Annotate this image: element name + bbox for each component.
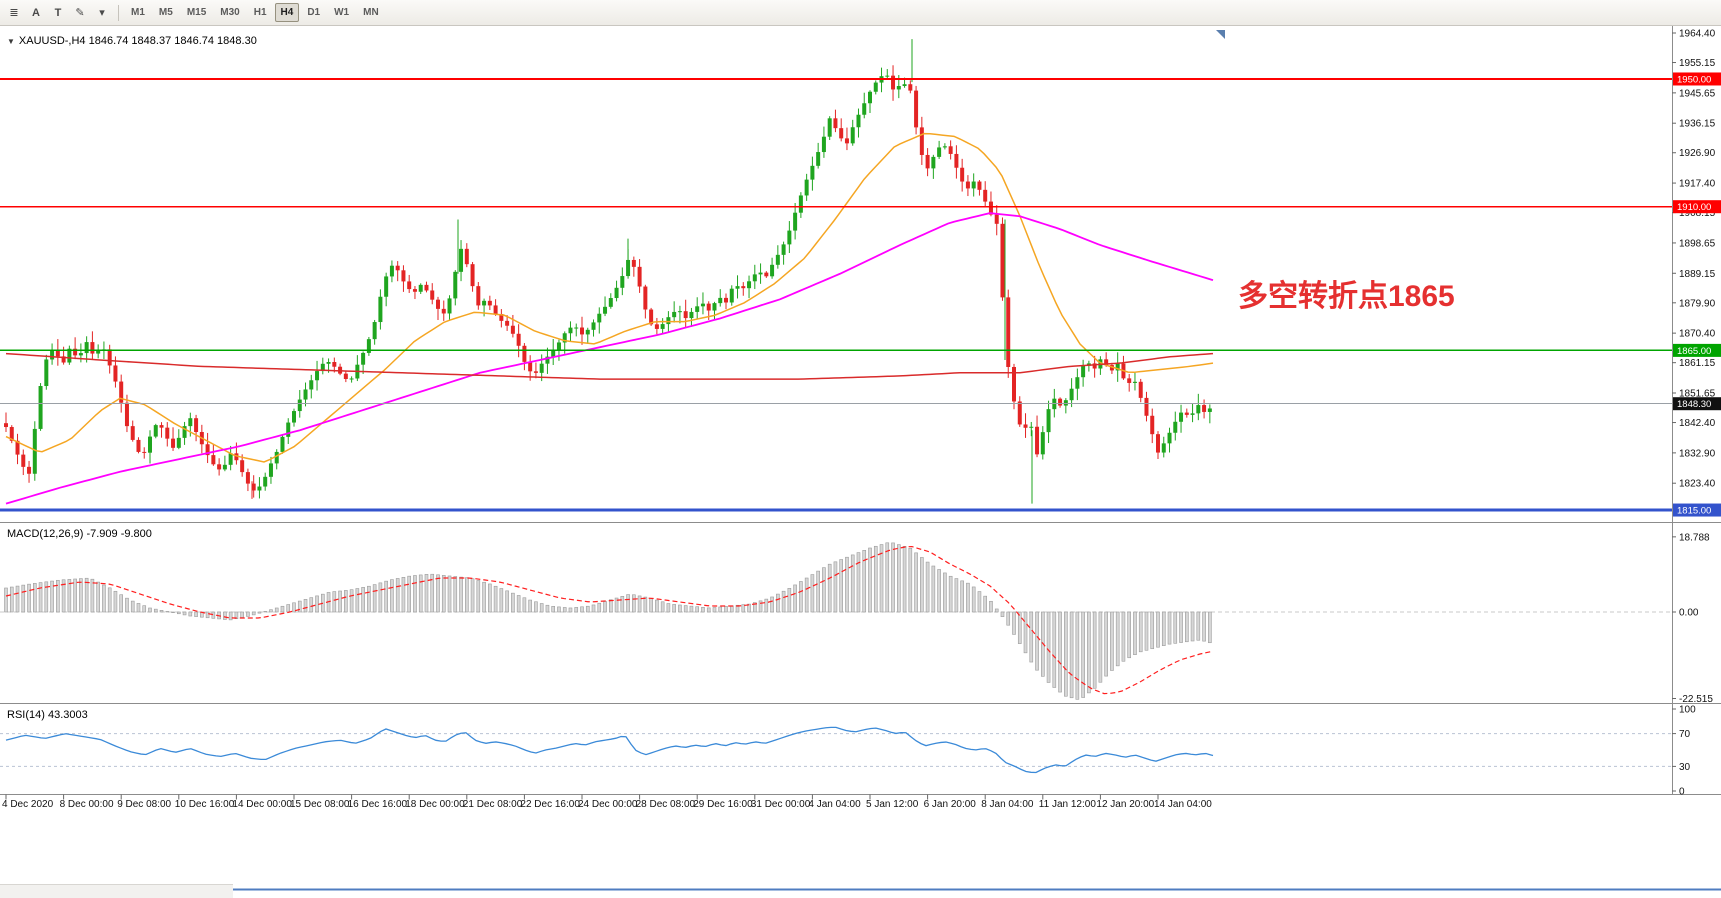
rsi-scale-label: 100 bbox=[1679, 705, 1696, 716]
panel-separators bbox=[0, 522, 1721, 795]
rsi-panel: 100 70 30 0 bbox=[0, 705, 1696, 798]
time-axis-label: 15 Dec 08:00 bbox=[290, 799, 350, 810]
price-axis-label: 1955.15 bbox=[1679, 58, 1716, 69]
timeframe-button-M15[interactable]: M15 bbox=[186, 7, 207, 18]
rsi-scale-label: 30 bbox=[1679, 762, 1691, 773]
time-axis-label: 8 Dec 00:00 bbox=[60, 799, 114, 810]
candles-layer bbox=[4, 65, 1212, 499]
svg-text:1848.30: 1848.30 bbox=[1677, 399, 1711, 410]
timeframe-button-H4[interactable]: H4 bbox=[274, 3, 300, 22]
price-axis-label: 1917.40 bbox=[1679, 179, 1716, 190]
svg-text:1865.00: 1865.00 bbox=[1677, 346, 1711, 357]
time-axis-label: 6 Jan 20:00 bbox=[924, 799, 977, 810]
toolbar-separator bbox=[118, 4, 119, 21]
price-axis-label: 1889.15 bbox=[1679, 269, 1716, 280]
price-tag bbox=[1673, 72, 1721, 86]
time-axis-label: 16 Dec 16:00 bbox=[348, 799, 408, 810]
time-axis-label: 22 Dec 16:00 bbox=[520, 799, 580, 810]
price-axis-label: 1926.90 bbox=[1679, 148, 1716, 159]
text-tool-icon[interactable]: T bbox=[54, 6, 62, 19]
svg-text:1815.00: 1815.00 bbox=[1677, 506, 1711, 517]
time-axis-label: 8 Jan 04:00 bbox=[981, 799, 1034, 810]
time-axis-label: 4 Jan 04:00 bbox=[808, 799, 861, 810]
macd-panel: 18.788 0.00 -22.515 bbox=[0, 532, 1713, 705]
time-axis-label: 14 Jan 04:00 bbox=[1154, 799, 1212, 810]
price-axis-label: 1851.65 bbox=[1679, 389, 1716, 400]
svg-text:1950.00: 1950.00 bbox=[1677, 74, 1711, 85]
timeframe-button-H1[interactable]: H1 bbox=[253, 7, 267, 18]
time-axis-label: 28 Dec 08:00 bbox=[636, 799, 696, 810]
price-axis-label: 1861.15 bbox=[1679, 358, 1716, 369]
level-lines-layer bbox=[0, 78, 1672, 512]
price-axis-label: 1842.40 bbox=[1679, 418, 1716, 429]
wick-spikes-layer bbox=[251, 39, 1033, 504]
time-axis-label: 10 Dec 16:00 bbox=[175, 799, 235, 810]
timeframe-button-D1[interactable]: D1 bbox=[307, 7, 321, 18]
time-axis-label: 24 Dec 00:00 bbox=[578, 799, 638, 810]
price-axis-label: 1870.40 bbox=[1679, 329, 1716, 340]
rsi-scale-label: 70 bbox=[1679, 729, 1691, 740]
timeframe-group: M1 M5 M15 M30 H1 H4 D1 W1 MN bbox=[124, 3, 386, 22]
price-axis-label: 1823.40 bbox=[1679, 479, 1716, 490]
ma-slow-magenta bbox=[5, 212, 1214, 505]
price-axis-label: 1879.90 bbox=[1679, 298, 1716, 309]
price-axis[interactable]: 1964.40 1955.15 1945.65 1936.15 1926.90 1917.… bbox=[1672, 26, 1721, 795]
time-axis-label: 5 Jan 12:00 bbox=[866, 799, 919, 810]
time-axis-label: 11 Jan 12:00 bbox=[1039, 799, 1097, 810]
price-tag bbox=[1673, 200, 1721, 214]
time-axis-label: 29 Dec 16:00 bbox=[693, 799, 753, 810]
toolbar: ≣ A T ✎ ▾ M1 M5 M15 M30 H1 H4 D1 W1 MN bbox=[0, 0, 1721, 26]
price-tag bbox=[1673, 397, 1721, 411]
time-axis[interactable]: 4 Dec 2020 8 Dec 00:00 9 Dec 08:00 10 Dec 1… bbox=[2, 794, 1212, 811]
time-axis-label: 12 Jan 20:00 bbox=[1096, 799, 1154, 810]
timeframe-button-W1[interactable]: W1 bbox=[334, 7, 350, 18]
rsi-indicator-label: RSI(14) 43.3003 bbox=[7, 709, 88, 721]
price-axis-label: 1832.90 bbox=[1679, 448, 1716, 459]
price-axis-label: 1964.40 bbox=[1679, 29, 1716, 40]
time-axis-label: 14 Dec 00:00 bbox=[232, 799, 292, 810]
draw-tools-icon[interactable]: ✎ bbox=[75, 7, 85, 19]
timeframe-button-M5[interactable]: M5 bbox=[158, 7, 173, 18]
ma-fast-orange bbox=[5, 132, 1214, 463]
timeframe-button-M1[interactable]: M1 bbox=[131, 7, 145, 18]
price-axis-label: 1945.65 bbox=[1679, 88, 1716, 99]
time-axis-label: 31 Dec 00:00 bbox=[751, 799, 811, 810]
draw-tools-caret-icon[interactable]: ▾ bbox=[99, 7, 105, 19]
macd-scale-label: 0.00 bbox=[1679, 608, 1699, 619]
bottom-strip bbox=[0, 884, 1721, 898]
price-tag bbox=[1673, 343, 1721, 357]
price-axis-label: 1908.15 bbox=[1679, 208, 1716, 219]
chart-grid-icon[interactable]: ≣ bbox=[9, 7, 19, 19]
price-tag bbox=[1673, 503, 1721, 517]
toolbar-icons: ≣ A T ✎ ▾ bbox=[3, 3, 113, 23]
chart-annotation-text: 多空转折点1865 bbox=[1238, 280, 1455, 313]
macd-indicator-label: MACD(12,26,9) -7.909 -9.800 bbox=[7, 528, 152, 540]
chart-ohlc-readout: ▼ XAUUSD-,H4 1846.74 1848.37 1846.74 1848… bbox=[7, 35, 257, 47]
ma-long-red bbox=[5, 352, 1214, 380]
scroll-to-end-icon[interactable] bbox=[1216, 30, 1225, 39]
chart-title-text: XAUUSD-,H4 1846.74 1848.37 1846.74 1848.… bbox=[18, 35, 257, 47]
timeframe-button-MN[interactable]: MN bbox=[363, 7, 379, 18]
time-axis-label: 4 Dec 2020 bbox=[2, 799, 54, 810]
price-axis-label: 1898.65 bbox=[1679, 238, 1716, 249]
macd-scale-label: -22.515 bbox=[1679, 694, 1713, 705]
timeframe-button-M30[interactable]: M30 bbox=[220, 7, 240, 18]
macd-scale-label: 18.788 bbox=[1679, 532, 1710, 543]
time-axis-label: 18 Dec 00:00 bbox=[405, 799, 465, 810]
collapse-arrow-icon[interactable]: ▼ bbox=[7, 37, 15, 46]
rsi-scale-label: 0 bbox=[1679, 787, 1685, 798]
time-axis-label: 9 Dec 08:00 bbox=[117, 799, 171, 810]
time-axis-label: 21 Dec 08:00 bbox=[463, 799, 523, 810]
price-axis-label: 1936.15 bbox=[1679, 119, 1716, 130]
annotate-a-icon[interactable]: A bbox=[32, 6, 40, 19]
svg-text:1910.00: 1910.00 bbox=[1677, 202, 1711, 213]
